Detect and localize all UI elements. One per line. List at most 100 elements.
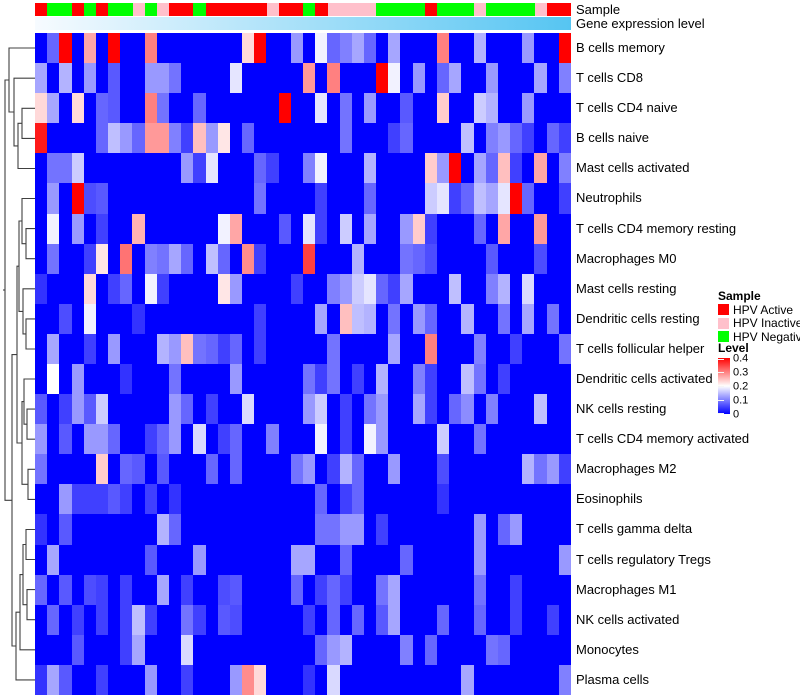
heatmap-cell: [144, 364, 157, 395]
heatmap-cell: [217, 604, 230, 635]
heatmap-cell: [59, 33, 72, 64]
heatmap-cell: [95, 544, 109, 575]
legend-swatch: [718, 304, 729, 316]
heatmap-cell: [510, 454, 523, 485]
heatmap-cell: [168, 303, 182, 334]
heatmap-cell: [229, 33, 243, 64]
heatmap-cell: [71, 664, 84, 695]
heatmap-cell: [388, 183, 401, 214]
heatmap-cell: [266, 484, 279, 515]
heatmap-cell: [181, 454, 194, 485]
heatmap-cell: [83, 454, 96, 485]
heatmap-cell: [315, 93, 328, 124]
sample-annotation-cell: [498, 3, 511, 16]
heatmap-cell: [168, 454, 182, 485]
heatmap-cell: [266, 364, 279, 395]
heatmap-cell: [120, 33, 133, 64]
heatmap-cell: [497, 213, 511, 244]
heatmap-cell: [376, 454, 389, 485]
gene-expression-annotation-bar: [35, 17, 571, 30]
heatmap-cell: [83, 574, 96, 605]
heatmap-cell: [156, 544, 169, 575]
heatmap-cell: [181, 243, 194, 274]
heatmap-cell: [351, 664, 364, 695]
heatmap-cell: [302, 63, 316, 94]
heatmap-cell: [181, 664, 194, 695]
heatmap-cell: [400, 394, 413, 425]
sample-annotation-cell: [278, 3, 291, 16]
heatmap-cell: [302, 514, 316, 545]
heatmap-cell: [156, 514, 169, 545]
heatmap-cell: [546, 634, 559, 665]
heatmap-cell: [168, 33, 182, 64]
heatmap-cell: [412, 183, 425, 214]
heatmap-cell: [108, 394, 121, 425]
sample-annotation-cell: [376, 3, 389, 16]
heatmap-cell: [388, 544, 401, 575]
row-label: Plasma cells: [576, 671, 649, 687]
heatmap-cell: [436, 243, 450, 274]
heatmap-cell: [436, 364, 450, 395]
heatmap-cell: [266, 303, 279, 334]
heatmap-cell: [473, 33, 486, 64]
heatmap-cell: [217, 574, 230, 605]
heatmap-cell: [278, 574, 291, 605]
heatmap-cell: [83, 544, 96, 575]
heatmap-cell: [120, 183, 133, 214]
heatmap-cell: [339, 574, 352, 605]
heatmap-cell: [71, 123, 84, 154]
heatmap-cell: [132, 183, 145, 214]
heatmap-cell: [461, 634, 474, 665]
heatmap-cell: [510, 243, 523, 274]
heatmap-cell: [485, 213, 498, 244]
heatmap-cell: [229, 243, 243, 274]
heatmap-cell: [400, 333, 413, 364]
heatmap-cell: [388, 273, 401, 304]
row-label: T cells regulatory Tregs: [576, 551, 711, 567]
heatmap-cell: [71, 333, 84, 364]
heatmap-cell: [376, 33, 389, 64]
heatmap-cell: [376, 544, 389, 575]
heatmap-cell: [461, 604, 474, 635]
heatmap-cell: [168, 213, 182, 244]
level-tick-mark: [718, 358, 724, 360]
heatmap-cell: [47, 33, 60, 64]
heatmap-cell: [217, 544, 230, 575]
heatmap-cell: [436, 213, 450, 244]
heatmap-cell: [181, 574, 194, 605]
heatmap-cell: [254, 303, 267, 334]
heatmap-cell: [71, 364, 84, 395]
heatmap-cell: [132, 33, 145, 64]
heatmap-cell: [351, 303, 364, 334]
heatmap-cell: [497, 484, 511, 515]
heatmap-cell: [363, 243, 377, 274]
heatmap-cell: [205, 33, 218, 64]
heatmap-cell: [290, 273, 303, 304]
heatmap-cell: [473, 303, 486, 334]
heatmap-cell: [522, 574, 535, 605]
heatmap-cell: [217, 303, 230, 334]
heatmap-cell: [546, 574, 559, 605]
heatmap-cell: [485, 514, 498, 545]
heatmap-cell: [485, 183, 498, 214]
heatmap-cell: [95, 273, 109, 304]
heatmap-cell: [35, 484, 48, 515]
heatmap-cell: [363, 454, 377, 485]
heatmap-cell: [315, 394, 328, 425]
heatmap-cell: [95, 33, 109, 64]
heatmap-cell: [193, 273, 206, 304]
heatmap-cell: [278, 63, 291, 94]
heatmap-cell: [59, 664, 72, 695]
heatmap-cell: [108, 574, 121, 605]
heatmap-cell: [376, 484, 389, 515]
heatmap-cell: [35, 454, 48, 485]
heatmap-cell: [510, 544, 523, 575]
heatmap-cell: [108, 303, 121, 334]
heatmap-cell: [59, 424, 72, 455]
sample-annotation-cell: [83, 3, 96, 16]
heatmap-cell: [485, 303, 498, 334]
sample-annotation-cell: [108, 3, 121, 16]
heatmap-cell: [522, 634, 535, 665]
heatmap-cell: [229, 213, 243, 244]
heatmap-cell: [47, 364, 60, 395]
